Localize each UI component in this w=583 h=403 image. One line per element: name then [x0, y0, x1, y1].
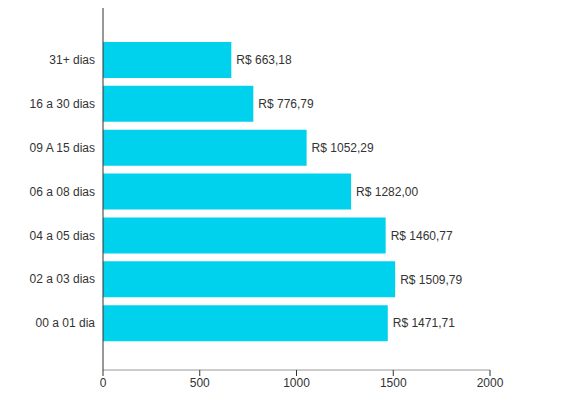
svg-text:1000: 1000 — [283, 376, 310, 390]
svg-text:06 a 08 dias: 06 a 08 dias — [30, 185, 95, 199]
svg-text:16 a 30 dias: 16 a 30 dias — [30, 97, 95, 111]
svg-text:02 a 03 dias: 02 a 03 dias — [30, 272, 95, 286]
svg-text:04 a 05 dias: 04 a 05 dias — [30, 229, 95, 243]
svg-text:00 a 01 dia: 00 a 01 dia — [36, 316, 96, 330]
svg-text:R$ 1282,00: R$ 1282,00 — [356, 185, 418, 199]
svg-text:31+ dias: 31+ dias — [49, 53, 95, 67]
svg-text:1500: 1500 — [380, 376, 407, 390]
svg-text:R$ 1471,71: R$ 1471,71 — [393, 316, 455, 330]
svg-text:2000: 2000 — [477, 376, 504, 390]
svg-text:09 A 15 dias: 09 A 15 dias — [30, 141, 95, 155]
svg-text:R$ 1460,77: R$ 1460,77 — [391, 229, 453, 243]
svg-text:R$ 663,18: R$ 663,18 — [236, 53, 292, 67]
svg-text:0: 0 — [100, 376, 107, 390]
svg-text:R$ 1509,79: R$ 1509,79 — [400, 273, 462, 287]
svg-text:R$ 776,79: R$ 776,79 — [258, 97, 314, 111]
svg-text:500: 500 — [190, 376, 210, 390]
svg-text:R$ 1052,29: R$ 1052,29 — [312, 141, 374, 155]
